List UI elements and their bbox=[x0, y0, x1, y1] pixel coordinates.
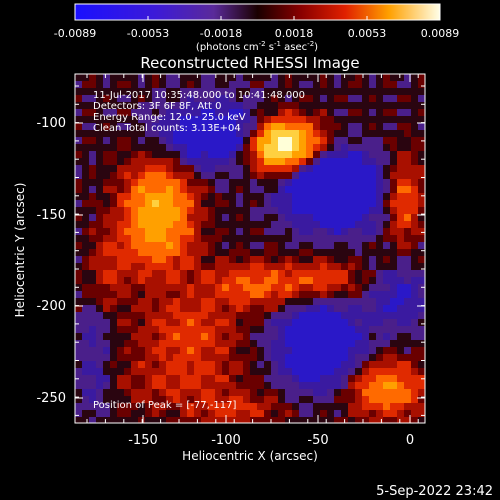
x-tick-label: -100 bbox=[211, 433, 241, 448]
clean-counts-label: Clean Total counts: 3.13E+04 bbox=[93, 123, 241, 134]
axis-ticks bbox=[75, 74, 425, 423]
plot-frame bbox=[74, 73, 426, 424]
image-annotations: 11-Jul-2017 10:35:48.000 to 10:41:48.000… bbox=[93, 90, 305, 411]
colorbar-units: (photons cm-2 s-1 asec-2) bbox=[196, 40, 318, 53]
time-range-label: 11-Jul-2017 10:35:48.000 to 10:41:48.000 bbox=[93, 90, 305, 101]
x-axis-label: Heliocentric X (arcsec) bbox=[182, 449, 318, 463]
energy-range-label: Energy Range: 12.0 - 25.0 keV bbox=[93, 112, 246, 123]
x-tick-label: -150 bbox=[128, 433, 158, 448]
colorbar-ticks bbox=[74, 16, 441, 20]
colorbar-tick-label: -0.0089 bbox=[54, 27, 96, 40]
colorbar-tick-label: 0.0018 bbox=[275, 27, 314, 40]
colorbar-tick-label: -0.0053 bbox=[127, 27, 169, 40]
colorbar-tick-label: -0.0018 bbox=[200, 27, 242, 40]
y-tick-label: -150 bbox=[36, 208, 66, 223]
colorbar-tick-label: 0.0053 bbox=[348, 27, 387, 40]
peak-position-label: Position of Peak = [-77,-117] bbox=[93, 400, 237, 411]
colorbar-gradient bbox=[75, 4, 440, 20]
y-tick-label: -200 bbox=[36, 299, 66, 314]
x-tick-label: 0 bbox=[406, 433, 414, 448]
colorbar-frame bbox=[74, 3, 441, 21]
colorbar: -0.0089 -0.0053 -0.0018 0.0018 0.0053 0.… bbox=[54, 3, 460, 53]
plot-title: Reconstructed RHESSI Image bbox=[140, 54, 359, 72]
x-tick-label: -50 bbox=[307, 433, 328, 448]
generated-date: 5-Sep-2022 23:42 bbox=[376, 484, 493, 499]
y-tick-label: -100 bbox=[36, 116, 66, 131]
detectors-label: Detectors: 3F 6F 8F, Att 0 bbox=[93, 101, 221, 112]
colorbar-tick-label: 0.0089 bbox=[421, 27, 460, 40]
rhessi-image bbox=[75, 74, 425, 423]
y-tick-label: -250 bbox=[36, 391, 66, 406]
y-axis-label: Heliocentric Y (arcsec) bbox=[13, 183, 27, 318]
